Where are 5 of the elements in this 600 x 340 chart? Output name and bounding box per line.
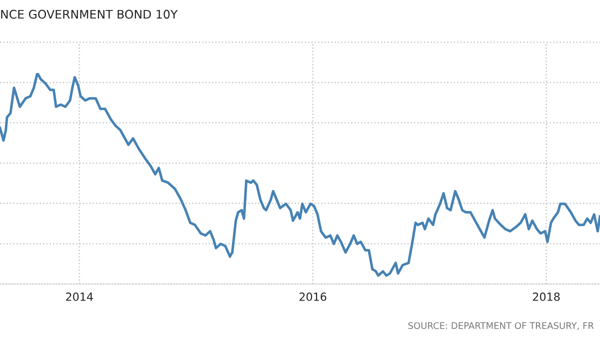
x-tick-label: 2018 [532,292,560,301]
source-note: SOURCE: DEPARTMENT OF TREASURY, FR [408,322,594,330]
chart-title: NCE GOVERNMENT BOND 10Y [1,10,178,19]
x-tick-label: 2016 [300,292,326,301]
x-tick-label: 2014 [66,292,93,301]
